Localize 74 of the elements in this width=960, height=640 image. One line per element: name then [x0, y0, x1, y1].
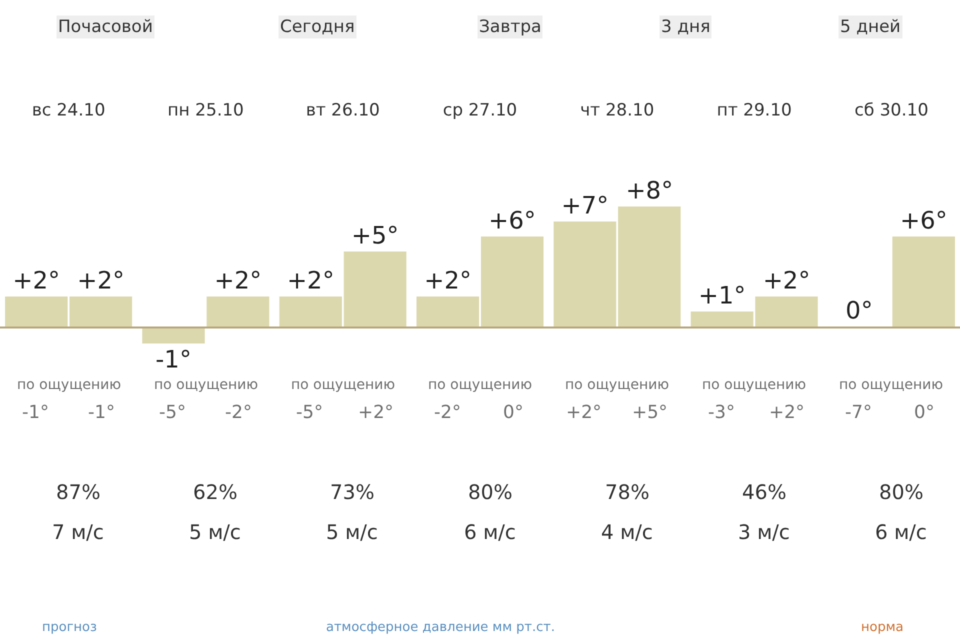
- data-label: +2°: [286, 266, 334, 294]
- text: 3 м/с: [738, 520, 790, 544]
- bar: [892, 236, 955, 328]
- text: -2°: [434, 402, 461, 423]
- text: 80%: [879, 480, 924, 504]
- bar: [554, 222, 616, 328]
- data-label: +2°: [77, 266, 124, 294]
- data-label: +8°: [626, 176, 674, 204]
- bar: [5, 296, 68, 328]
- bar: [344, 252, 406, 328]
- bar: [206, 296, 270, 328]
- text: -5°: [296, 402, 323, 423]
- data-label: 0°: [846, 296, 873, 324]
- text: 87%: [56, 480, 100, 504]
- bar: [480, 236, 544, 328]
- text: по ощущению: [291, 377, 396, 393]
- text: 4 м/с: [601, 520, 653, 544]
- text: -3°: [708, 402, 735, 423]
- text: 7 м/с: [52, 520, 104, 544]
- text: 62%: [193, 480, 238, 504]
- data-label: +1°: [698, 282, 746, 310]
- data-label: +2°: [12, 266, 60, 294]
- data-label: +2°: [424, 266, 472, 294]
- text: по ощущению: [565, 377, 670, 393]
- text: прогноз: [42, 620, 97, 635]
- data-label: -1°: [156, 346, 192, 374]
- data-label: +2°: [214, 266, 262, 294]
- text: 5 м/с: [326, 520, 378, 544]
- text: по ощущению: [702, 377, 806, 393]
- text: 46%: [742, 480, 786, 504]
- bar: [618, 206, 681, 328]
- text: 73%: [330, 480, 374, 504]
- text: 0°: [503, 402, 524, 423]
- x-tick-label: чт 28.10: [580, 100, 654, 121]
- text: +2°: [358, 402, 394, 423]
- data-label: +5°: [351, 222, 399, 250]
- x-tick-label: вт 26.10: [306, 100, 380, 121]
- text: Почасовой: [58, 17, 153, 37]
- bar: [416, 296, 480, 328]
- x-tick-label: вс 24.10: [32, 100, 106, 121]
- text: 3 дня: [661, 17, 710, 37]
- bar: [70, 296, 132, 328]
- text: 5 м/с: [189, 520, 241, 544]
- text: атмосферное давление мм рт.ст.: [326, 620, 555, 635]
- text: по ощущению: [154, 377, 258, 393]
- x-tick-label: пн 25.10: [168, 100, 244, 121]
- text: по ощущению: [428, 377, 532, 393]
- data-label: +6°: [488, 206, 536, 234]
- text: норма: [861, 620, 904, 635]
- text: -1°: [22, 402, 49, 423]
- text: 6 м/с: [875, 520, 927, 544]
- text: Завтра: [479, 17, 542, 37]
- bar: [279, 296, 342, 328]
- text: -2°: [225, 402, 252, 423]
- text: по ощущению: [839, 377, 944, 393]
- text: по ощущению: [17, 377, 122, 393]
- data-label: +2°: [762, 266, 810, 294]
- text: Сегодня: [280, 17, 355, 37]
- data-label: +7°: [561, 192, 609, 220]
- text: 80%: [468, 480, 512, 504]
- text: +2°: [566, 402, 602, 423]
- text: +5°: [632, 402, 668, 423]
- data-label: +6°: [900, 206, 948, 234]
- x-tick-label: ср 27.10: [442, 100, 518, 121]
- text: +2°: [769, 402, 805, 423]
- text: -1°: [88, 402, 115, 423]
- text: 78%: [605, 480, 650, 504]
- text: 5 дней: [840, 17, 901, 37]
- text: 0°: [914, 402, 934, 423]
- x-tick-label: сб 30.10: [854, 100, 928, 121]
- x-tick-label: пт 29.10: [716, 100, 792, 121]
- text: -7°: [845, 402, 872, 423]
- text: -5°: [159, 402, 186, 423]
- text: 6 м/с: [464, 520, 516, 544]
